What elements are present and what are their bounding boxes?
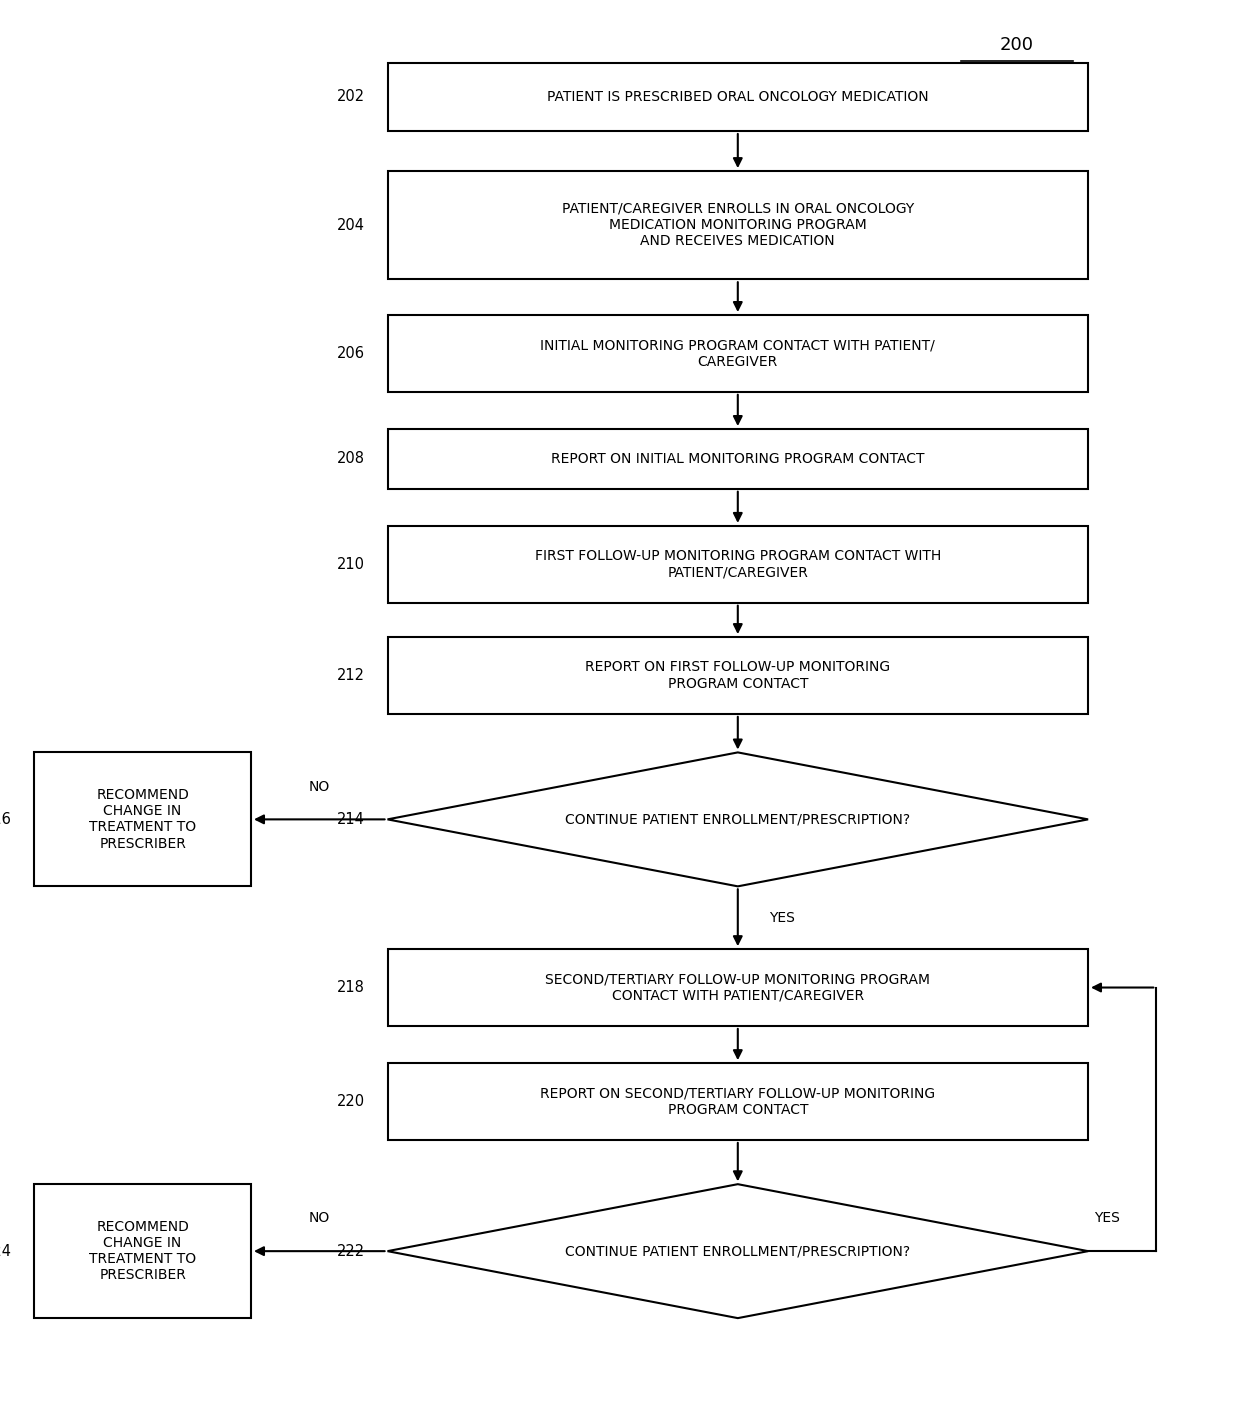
Text: REPORT ON FIRST FOLLOW-UP MONITORING
PROGRAM CONTACT: REPORT ON FIRST FOLLOW-UP MONITORING PRO… [585, 660, 890, 691]
Text: 200: 200 [999, 36, 1034, 54]
Text: 206: 206 [337, 346, 365, 361]
FancyBboxPatch shape [35, 1184, 250, 1318]
Text: REPORT ON SECOND/TERTIARY FOLLOW-UP MONITORING
PROGRAM CONTACT: REPORT ON SECOND/TERTIARY FOLLOW-UP MONI… [541, 1086, 935, 1117]
Text: FIRST FOLLOW-UP MONITORING PROGRAM CONTACT WITH
PATIENT/CAREGIVER: FIRST FOLLOW-UP MONITORING PROGRAM CONTA… [534, 549, 941, 580]
Text: CONTINUE PATIENT ENROLLMENT/PRESCRIPTION?: CONTINUE PATIENT ENROLLMENT/PRESCRIPTION… [565, 812, 910, 826]
Text: PATIENT IS PRESCRIBED ORAL ONCOLOGY MEDICATION: PATIENT IS PRESCRIBED ORAL ONCOLOGY MEDI… [547, 90, 929, 104]
Polygon shape [387, 752, 1089, 886]
Text: 212: 212 [337, 668, 365, 683]
Text: RECOMMEND
CHANGE IN
TREATMENT TO
PRESCRIBER: RECOMMEND CHANGE IN TREATMENT TO PRESCRI… [89, 788, 196, 851]
FancyBboxPatch shape [387, 1063, 1089, 1140]
Text: YES: YES [769, 911, 795, 925]
FancyBboxPatch shape [387, 526, 1089, 603]
Text: 220: 220 [337, 1094, 365, 1109]
Polygon shape [387, 1184, 1089, 1318]
Text: REPORT ON INITIAL MONITORING PROGRAM CONTACT: REPORT ON INITIAL MONITORING PROGRAM CON… [551, 452, 925, 466]
Text: 214: 214 [337, 812, 365, 826]
Text: RECOMMEND
CHANGE IN
TREATMENT TO
PRESCRIBER: RECOMMEND CHANGE IN TREATMENT TO PRESCRI… [89, 1220, 196, 1282]
FancyBboxPatch shape [387, 315, 1089, 392]
FancyBboxPatch shape [387, 949, 1089, 1026]
FancyBboxPatch shape [387, 63, 1089, 131]
Text: NO: NO [309, 1211, 330, 1226]
FancyBboxPatch shape [387, 429, 1089, 489]
Text: 202: 202 [337, 90, 365, 104]
Text: 216: 216 [0, 812, 12, 826]
Text: 224: 224 [0, 1244, 12, 1258]
FancyBboxPatch shape [387, 171, 1089, 279]
Text: 218: 218 [337, 980, 365, 995]
Text: 222: 222 [337, 1244, 365, 1258]
Text: PATIENT/CAREGIVER ENROLLS IN ORAL ONCOLOGY
MEDICATION MONITORING PROGRAM
AND REC: PATIENT/CAREGIVER ENROLLS IN ORAL ONCOLO… [562, 202, 914, 248]
Text: 210: 210 [337, 557, 365, 571]
Text: SECOND/TERTIARY FOLLOW-UP MONITORING PROGRAM
CONTACT WITH PATIENT/CAREGIVER: SECOND/TERTIARY FOLLOW-UP MONITORING PRO… [546, 972, 930, 1003]
Text: 208: 208 [337, 452, 365, 466]
FancyBboxPatch shape [35, 752, 250, 886]
FancyBboxPatch shape [387, 637, 1089, 714]
Text: CONTINUE PATIENT ENROLLMENT/PRESCRIPTION?: CONTINUE PATIENT ENROLLMENT/PRESCRIPTION… [565, 1244, 910, 1258]
Text: NO: NO [309, 779, 330, 794]
Text: YES: YES [1094, 1211, 1120, 1226]
Text: INITIAL MONITORING PROGRAM CONTACT WITH PATIENT/
CAREGIVER: INITIAL MONITORING PROGRAM CONTACT WITH … [541, 338, 935, 369]
Text: 204: 204 [337, 218, 365, 232]
